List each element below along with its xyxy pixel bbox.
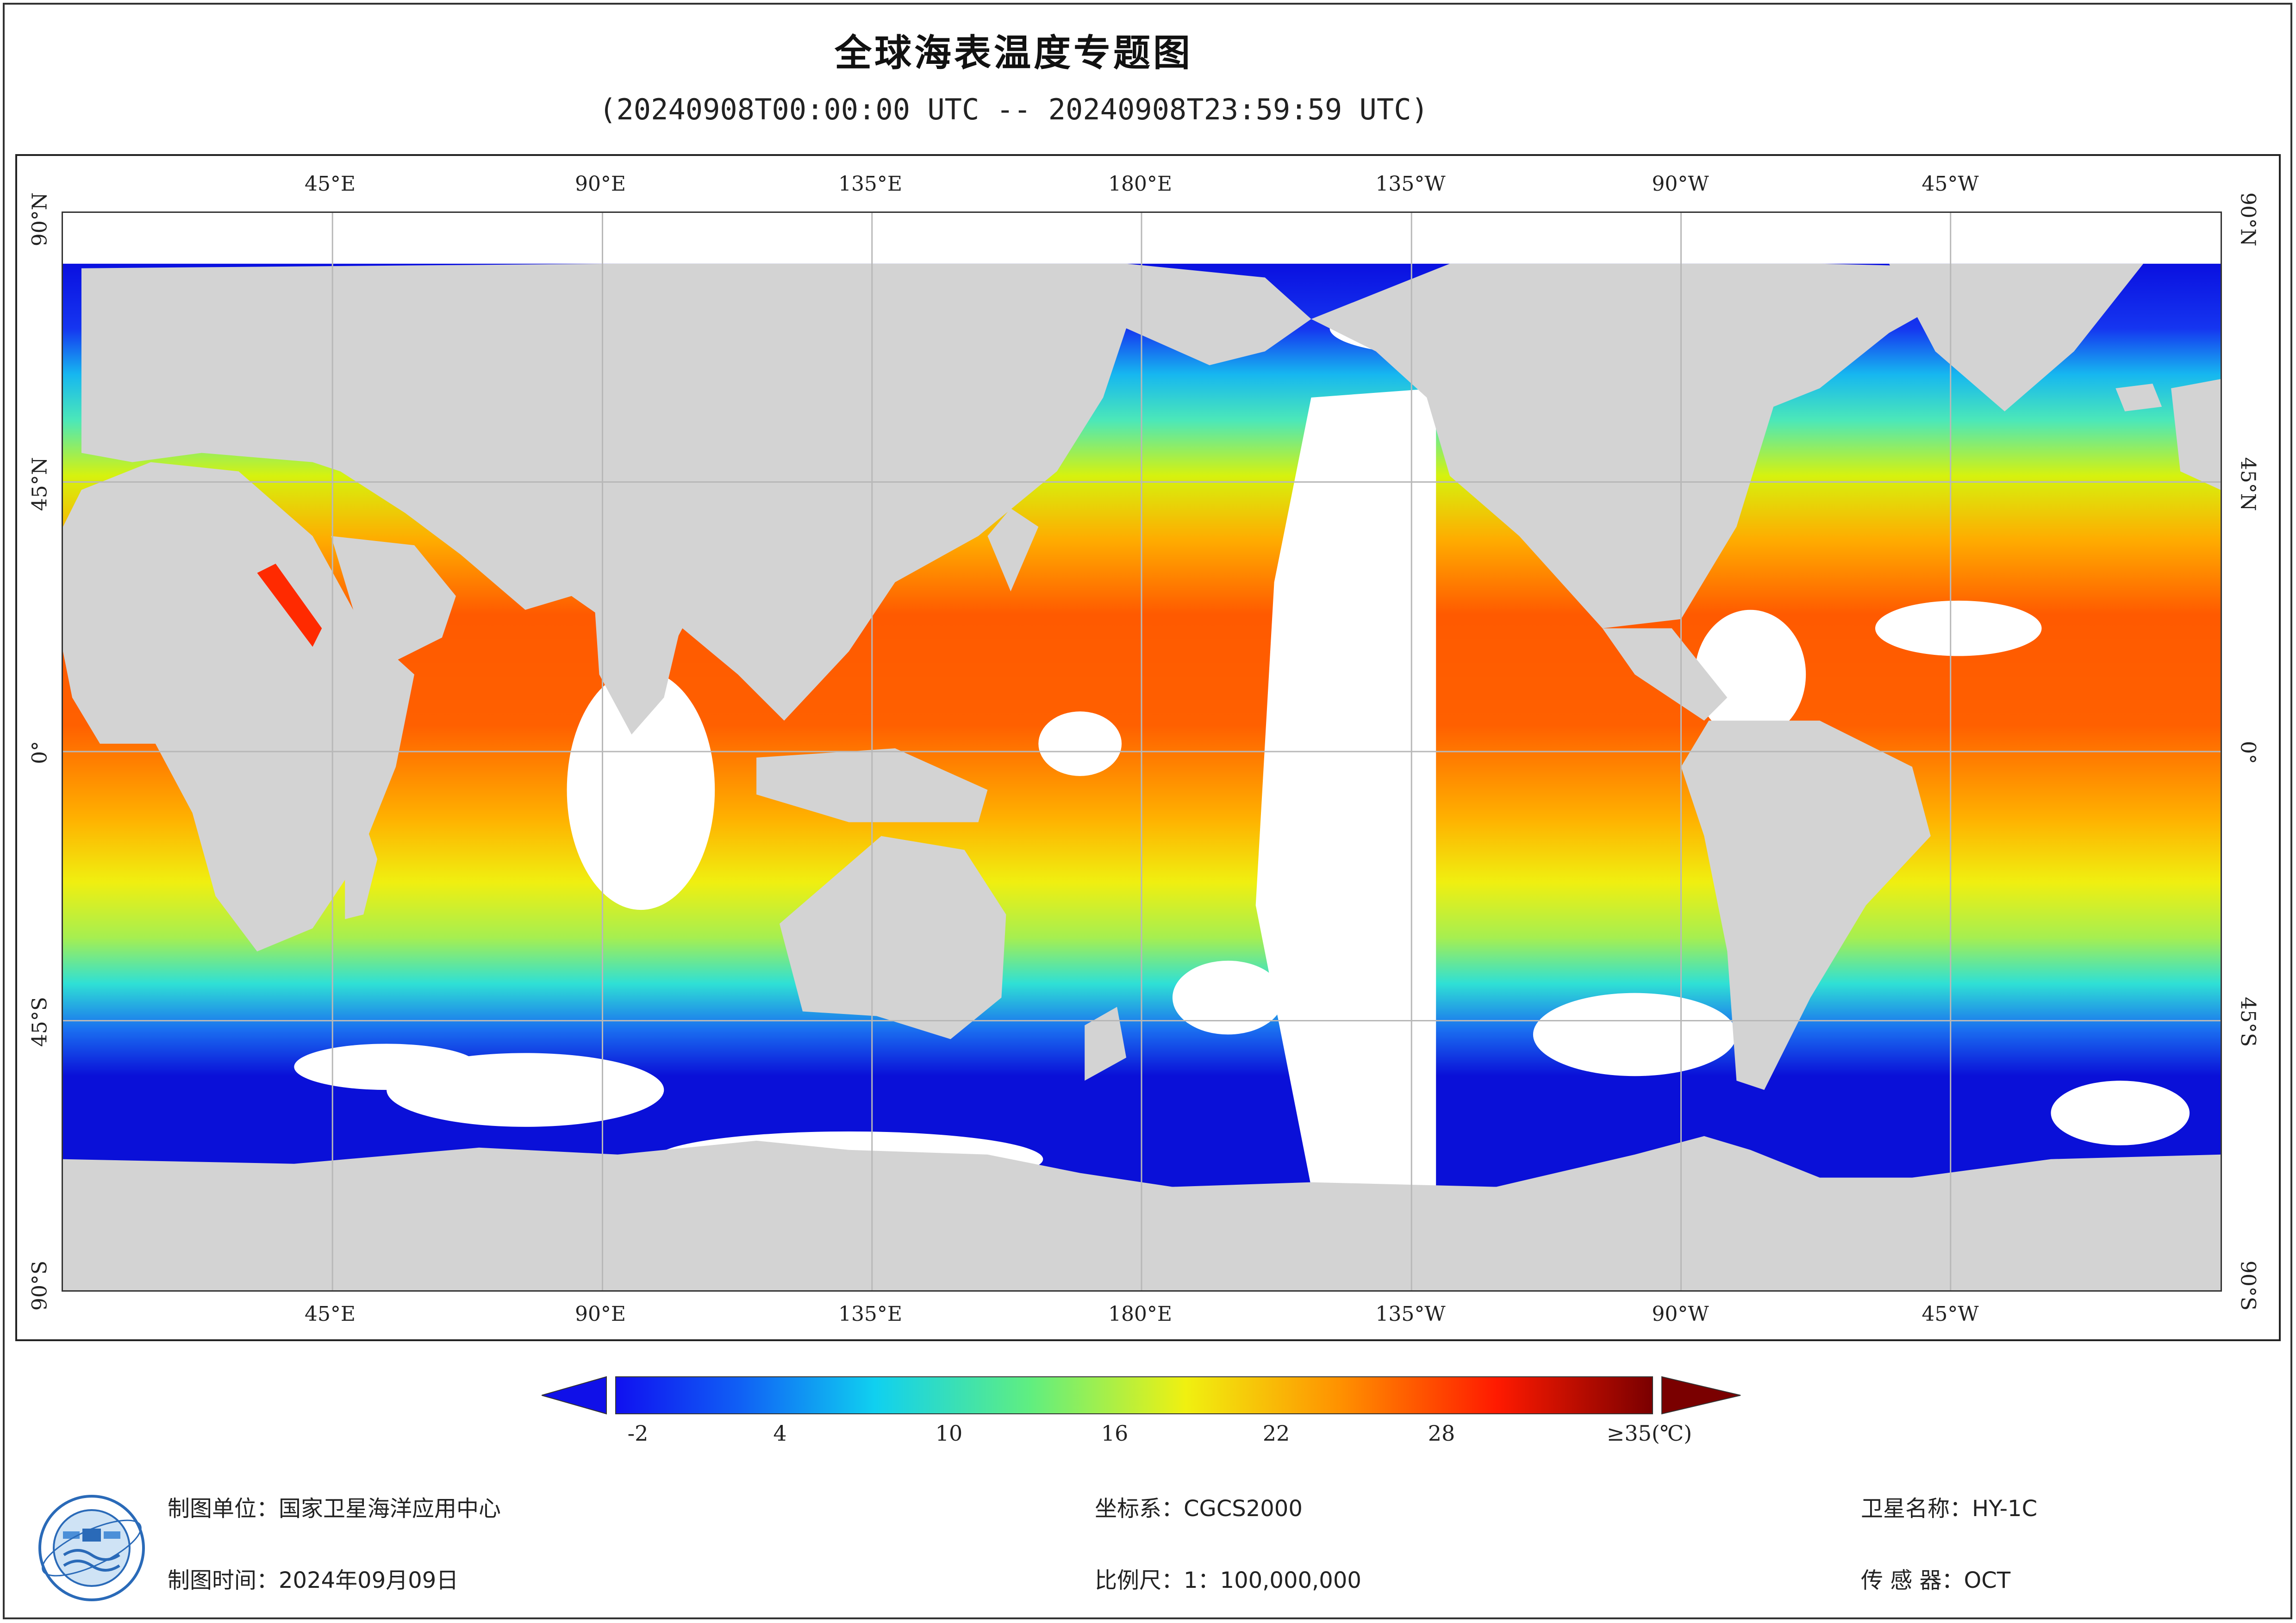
sst-map[interactable] xyxy=(62,211,2222,1292)
lat-label-left-45n: 45°N xyxy=(28,457,52,511)
red-sea xyxy=(257,564,322,647)
africa xyxy=(63,462,415,951)
arabia xyxy=(331,536,456,665)
eurasia xyxy=(81,263,1311,721)
footer-crs: 坐标系：CGCS2000 xyxy=(1095,1496,1303,1522)
nsoas-logo-icon xyxy=(38,1495,145,1601)
map-subtitle: (20240908T00:00:00 UTC -- 20240908T23:59… xyxy=(599,93,1429,126)
colorbar-legend xyxy=(542,1376,1741,1415)
lat-label-left-90n: 90°N xyxy=(28,192,52,247)
india xyxy=(594,605,683,735)
lon-label-bottom-45e: 45°E xyxy=(304,1302,356,1326)
lon-label-top-135w: 135°W xyxy=(1375,172,1446,196)
lat-label-left-0: 0° xyxy=(28,741,52,764)
lat-label-right-90s: 90°S xyxy=(2236,1260,2260,1311)
page-frame xyxy=(3,3,2292,1619)
iceland xyxy=(2115,384,2162,411)
map-frame xyxy=(15,154,2281,1341)
map-title: 全球海表温度专题图 xyxy=(835,31,1193,75)
lat-label-left-90s: 90°S xyxy=(28,1260,52,1311)
legend-tick-4: 22 xyxy=(1262,1421,1290,1446)
legend-tick-2: 10 xyxy=(935,1421,963,1446)
lon-label-bottom-90w: 90°W xyxy=(1652,1302,1709,1326)
lat-label-right-45n: 45°N xyxy=(2236,457,2260,511)
lon-label-top-135e: 135°E xyxy=(838,172,903,196)
footer-producer: 制图单位：国家卫星海洋应用中心 xyxy=(168,1496,501,1522)
footer-satellite: 卫星名称：HY-1C xyxy=(1861,1496,2038,1522)
footer-date: 制图时间：2024年09月09日 xyxy=(168,1567,459,1593)
lon-label-bottom-45w: 45°W xyxy=(1922,1302,1979,1326)
japan xyxy=(987,508,1039,591)
colorbar-gradient xyxy=(615,1376,1653,1414)
lat-label-right-45s: 45°S xyxy=(2236,996,2260,1047)
lat-label-right-0: 0° xyxy=(2236,741,2260,764)
lon-label-bottom-135w: 135°W xyxy=(1375,1302,1446,1326)
legend-tick-3: 16 xyxy=(1101,1421,1129,1446)
madagascar xyxy=(345,831,378,920)
sst-map-svg xyxy=(63,213,2221,1290)
colorbar-over-arrow xyxy=(1661,1376,1741,1415)
legend-tick-0: -2 xyxy=(627,1421,649,1446)
north-america xyxy=(1311,263,2005,628)
lat-label-right-90n: 90°N xyxy=(2236,192,2260,247)
lon-label-top-45e: 45°E xyxy=(304,172,356,196)
graticule xyxy=(63,213,2221,1290)
lon-label-bottom-135e: 135°E xyxy=(838,1302,903,1326)
legend-tick-5: 28 xyxy=(1428,1421,1455,1446)
legend-tick-6: ≥35(℃) xyxy=(1606,1421,1692,1446)
lon-label-bottom-90e: 90°E xyxy=(574,1302,626,1326)
greenland xyxy=(1889,263,2144,411)
legend-tick-1: 4 xyxy=(773,1421,787,1446)
footer-sensor: 传 感 器：OCT xyxy=(1861,1567,2011,1593)
south-america xyxy=(1681,721,1931,1090)
colorbar-under-arrow xyxy=(542,1376,607,1415)
footer-scale: 比例尺：1：100,000,000 xyxy=(1095,1567,1361,1593)
cloud-gaps xyxy=(63,213,2221,1187)
australia xyxy=(780,836,1006,1039)
lat-label-left-45s: 45°S xyxy=(28,996,52,1047)
europe-west xyxy=(2171,379,2221,490)
lon-label-top-90w: 90°W xyxy=(1652,172,1709,196)
lon-label-bottom-180e: 180°E xyxy=(1108,1302,1173,1326)
lon-label-top-90e: 90°E xyxy=(574,172,626,196)
central-america xyxy=(1602,628,1728,721)
lon-label-top-180e: 180°E xyxy=(1108,172,1173,196)
new-zealand xyxy=(1085,1007,1127,1081)
lon-label-top-45w: 45°W xyxy=(1922,172,1979,196)
